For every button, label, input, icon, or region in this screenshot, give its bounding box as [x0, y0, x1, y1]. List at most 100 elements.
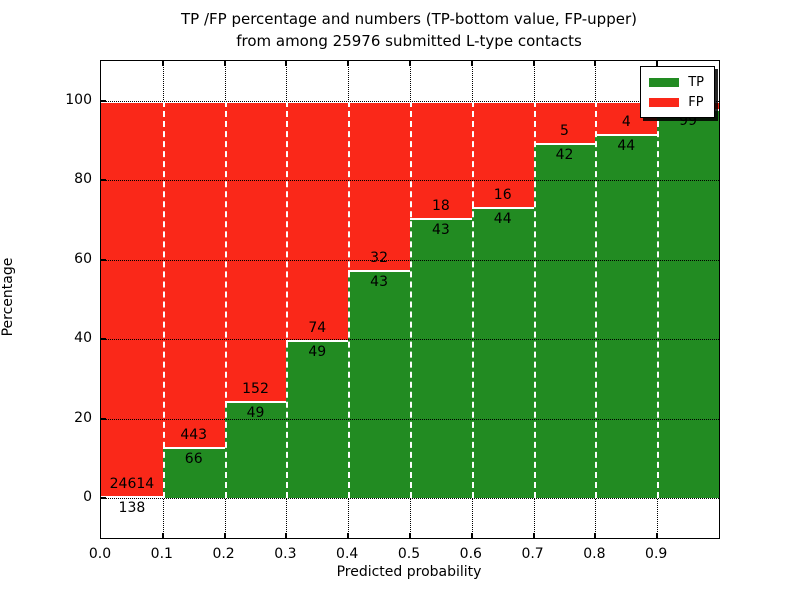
x-axis-tick — [223, 533, 226, 538]
chart-title: TP /FP percentage and numbers (TP-bottom… — [100, 8, 718, 52]
legend-swatch-fp-icon — [649, 97, 680, 107]
chart-title-line1: TP /FP percentage and numbers (TP-bottom… — [181, 10, 637, 28]
x-axis-tick-top — [470, 61, 473, 66]
fp-bar-segment — [101, 100, 163, 497]
x-axis-tick-top — [409, 61, 411, 66]
x-axis-tick — [347, 533, 350, 538]
fp-count-label: 24614 — [109, 476, 155, 493]
fp-count-label: 16 — [493, 186, 512, 203]
fp-count-label: 443 — [180, 426, 208, 443]
bar-boundary-line — [286, 100, 289, 499]
x-axis-tick — [409, 533, 411, 538]
fp-bar-segment — [286, 100, 349, 340]
tp-count-label: 138 — [118, 500, 146, 517]
y-axis-tick — [101, 258, 106, 261]
x-axis-tick-top — [223, 61, 226, 66]
x-axis-tick-top — [532, 61, 535, 66]
tp-bar-segment — [348, 270, 410, 499]
y-tick-label: 0 — [83, 489, 92, 506]
tp-count-label: 43 — [431, 222, 450, 239]
tp-count-label: 66 — [184, 450, 203, 467]
y-gridline — [101, 418, 719, 420]
tp-count-label: 44 — [493, 210, 512, 227]
fp-bar-segment — [410, 100, 472, 219]
tp-bar-segment — [533, 143, 596, 499]
x-tick-label: 0.7 — [521, 546, 544, 562]
y-gridline — [101, 339, 719, 341]
x-axis-label: Predicted probability — [336, 564, 482, 580]
plot-area: TP FP 24614 138 443 66 152 49 74 49 32 43 18 43 16 44… — [100, 60, 720, 539]
fp-bar-segment — [224, 100, 287, 402]
y-gridline — [101, 259, 719, 261]
fp-bar-segment — [348, 100, 410, 271]
tp-bar-segment — [657, 108, 719, 499]
x-tick-label: 0.0 — [88, 546, 112, 562]
x-axis-tick — [285, 533, 288, 538]
tp-bar-segment — [471, 206, 534, 499]
tp-bar-segment — [595, 133, 658, 499]
tp-count-label: 49 — [246, 405, 265, 422]
y-axis-tick — [101, 338, 106, 341]
tp-bar-segment — [224, 401, 287, 499]
fp-bar-segment — [162, 100, 225, 447]
legend-label-tp: TP — [688, 74, 704, 90]
bar-boundary-line — [533, 100, 536, 499]
tp-count-label: 43 — [370, 274, 388, 291]
x-axis-tick — [656, 533, 659, 538]
y-axis-tick — [101, 417, 106, 420]
y-tick-label: 20 — [74, 409, 92, 426]
legend: TP FP — [640, 66, 715, 118]
x-tick-label: 0.2 — [212, 546, 235, 562]
x-axis-tick — [161, 533, 164, 538]
y-axis-tick — [101, 99, 106, 102]
legend-item-fp: FP — [649, 92, 704, 112]
tp-bar-segment — [410, 218, 472, 499]
tp-count-label: 42 — [555, 147, 574, 164]
x-tick-label: 0.9 — [645, 546, 668, 562]
bar-boundary-line — [224, 100, 227, 499]
x-axis-tick-top — [347, 61, 350, 66]
fp-count-label: 18 — [431, 198, 450, 215]
bar-boundary-line — [471, 100, 474, 499]
legend-swatch-tp-icon — [649, 77, 680, 87]
y-tick-label: 60 — [74, 250, 92, 267]
x-tick-label: 0.4 — [336, 546, 359, 562]
x-axis-tick-top — [285, 61, 288, 66]
bar-boundary-line — [657, 100, 660, 499]
chart-title-line2: from among 25976 submitted L-type contac… — [236, 32, 582, 50]
tp-bar-segment — [162, 446, 225, 499]
fp-count-label: 5 — [560, 123, 569, 140]
y-tick-label: 100 — [65, 91, 92, 108]
y-axis-tick — [101, 497, 106, 500]
bar-boundary-line — [348, 100, 351, 499]
x-axis-tick — [470, 533, 473, 538]
y-gridline — [101, 180, 719, 182]
tp-count-label: 49 — [308, 343, 327, 360]
bar-boundary-line — [162, 100, 165, 499]
fp-count-label: 32 — [370, 250, 388, 267]
bar-boundary-line — [595, 100, 598, 499]
fp-bar-segment — [471, 100, 534, 207]
x-tick-label: 0.6 — [459, 546, 482, 562]
y-tick-label: 40 — [74, 330, 92, 347]
x-axis-tick-top — [161, 61, 164, 66]
legend-label-fp: FP — [688, 94, 704, 110]
x-axis-tick — [594, 533, 597, 538]
y-gridline — [101, 100, 719, 102]
legend-item-tp: TP — [649, 72, 704, 92]
x-axis-tick-top — [594, 61, 597, 66]
x-axis-tick-top — [656, 61, 659, 66]
fp-bar-segment — [533, 100, 596, 144]
x-tick-label: 0.8 — [583, 546, 606, 562]
x-tick-label: 0.1 — [150, 546, 173, 562]
bar-boundary-line — [410, 100, 412, 499]
fp-count-label: 152 — [242, 381, 269, 398]
x-axis-tick — [532, 533, 535, 538]
y-tick-label: 80 — [74, 171, 92, 188]
tp-bar-segment — [101, 496, 163, 499]
y-gridline — [101, 498, 719, 500]
fp-count-label: 4 — [621, 113, 631, 130]
x-tick-label: 0.3 — [274, 546, 297, 562]
y-axis-tick — [101, 179, 106, 182]
